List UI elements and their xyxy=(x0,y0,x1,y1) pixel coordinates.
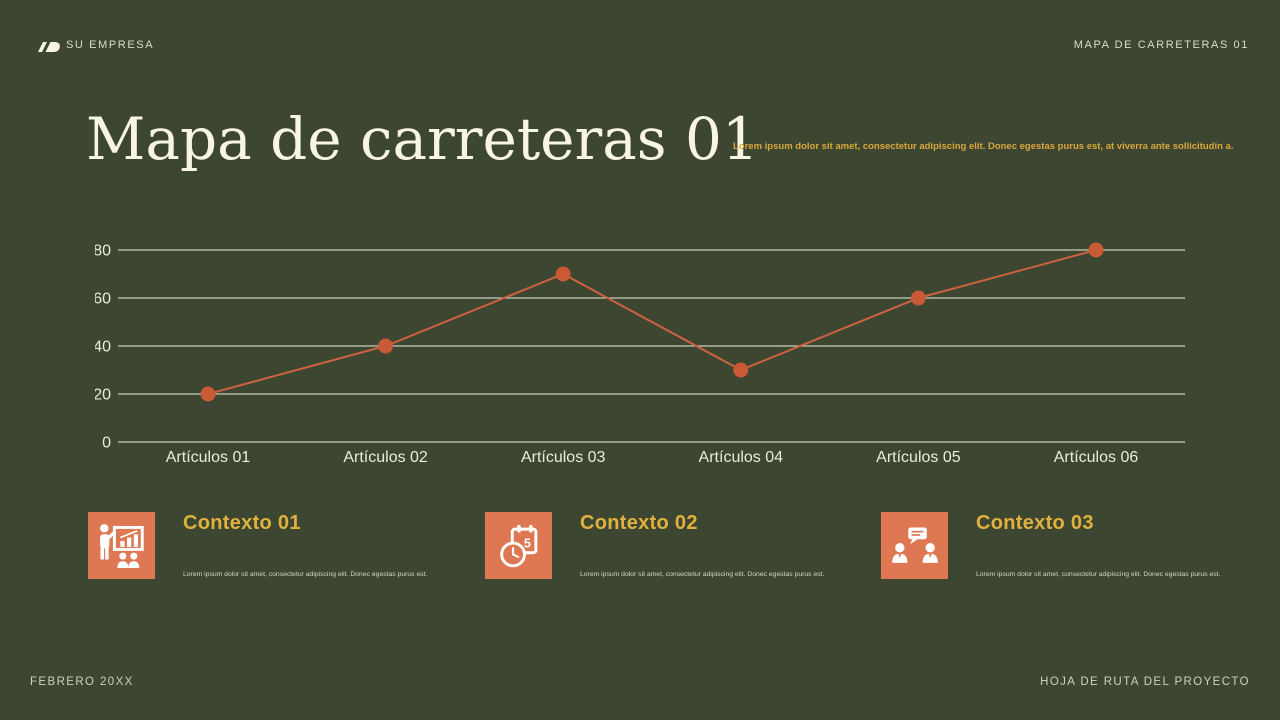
y-tick-label: 80 xyxy=(95,243,111,260)
card-body: Lorem ipsum dolor sit amet, consectetur … xyxy=(183,571,428,578)
x-tick-label: Artículos 05 xyxy=(876,449,961,466)
company-logo-icon xyxy=(38,42,60,52)
x-tick-label: Artículos 06 xyxy=(1054,449,1139,466)
roadmap-chart: 0 20 40 60 80 Artículos 01 Artículos 02 Artícul… xyxy=(95,236,1195,472)
svg-text:5: 5 xyxy=(523,536,530,550)
card-body: Lorem ipsum dolor sit amet, consectetur … xyxy=(580,571,825,578)
y-tick-label: 60 xyxy=(95,291,111,308)
footer-date: FEBRERO 20XX xyxy=(30,676,134,688)
company-name: SU EMPRESA xyxy=(66,39,155,51)
y-tick-label: 40 xyxy=(95,339,111,356)
roadmap-line xyxy=(207,249,1097,395)
x-tick-label: Artículos 04 xyxy=(699,449,784,466)
intro-text: Lorem ipsum dolor sit amet, consectetur … xyxy=(733,141,1234,152)
roadmap-chart-svg: 0 20 40 60 80 Artículos 01 Artículos 02 Artícul… xyxy=(95,242,1185,466)
data-point xyxy=(733,362,749,378)
x-tick-label: Artículos 01 xyxy=(166,449,251,466)
context-card-3: Contexto 03 Lorem ipsum dolor sit amet, … xyxy=(881,512,1220,579)
presentation-icon xyxy=(88,512,155,579)
x-tick-label: Artículos 03 xyxy=(521,449,606,466)
conversation-icon xyxy=(881,512,948,579)
calendar-clock-icon: 5 xyxy=(485,512,552,579)
context-card-1: Contexto 01 Lorem ipsum dolor sit amet, … xyxy=(88,512,427,579)
slide-label: MAPA DE CARRETERAS 01 xyxy=(1073,39,1249,51)
data-point xyxy=(200,386,216,402)
x-tick-label: Artículos 02 xyxy=(343,449,428,466)
card-title: Contexto 01 xyxy=(183,512,301,534)
footer-document-name: HOJA DE RUTA DEL PROYECTO xyxy=(1040,676,1250,688)
context-card-2: 5 Contexto 02 Lorem ipsum dolor sit amet… xyxy=(485,512,824,579)
card-title: Contexto 02 xyxy=(580,512,698,534)
y-tick-label: 0 xyxy=(102,435,111,452)
card-title: Contexto 03 xyxy=(976,512,1094,534)
card-body: Lorem ipsum dolor sit amet, consectetur … xyxy=(976,571,1221,578)
y-tick-label: 20 xyxy=(95,387,111,404)
data-point xyxy=(555,266,571,282)
data-point xyxy=(1088,242,1104,258)
page-title: Mapa de carreteras 01 xyxy=(86,105,759,173)
data-point xyxy=(378,338,394,354)
data-point xyxy=(910,290,926,306)
